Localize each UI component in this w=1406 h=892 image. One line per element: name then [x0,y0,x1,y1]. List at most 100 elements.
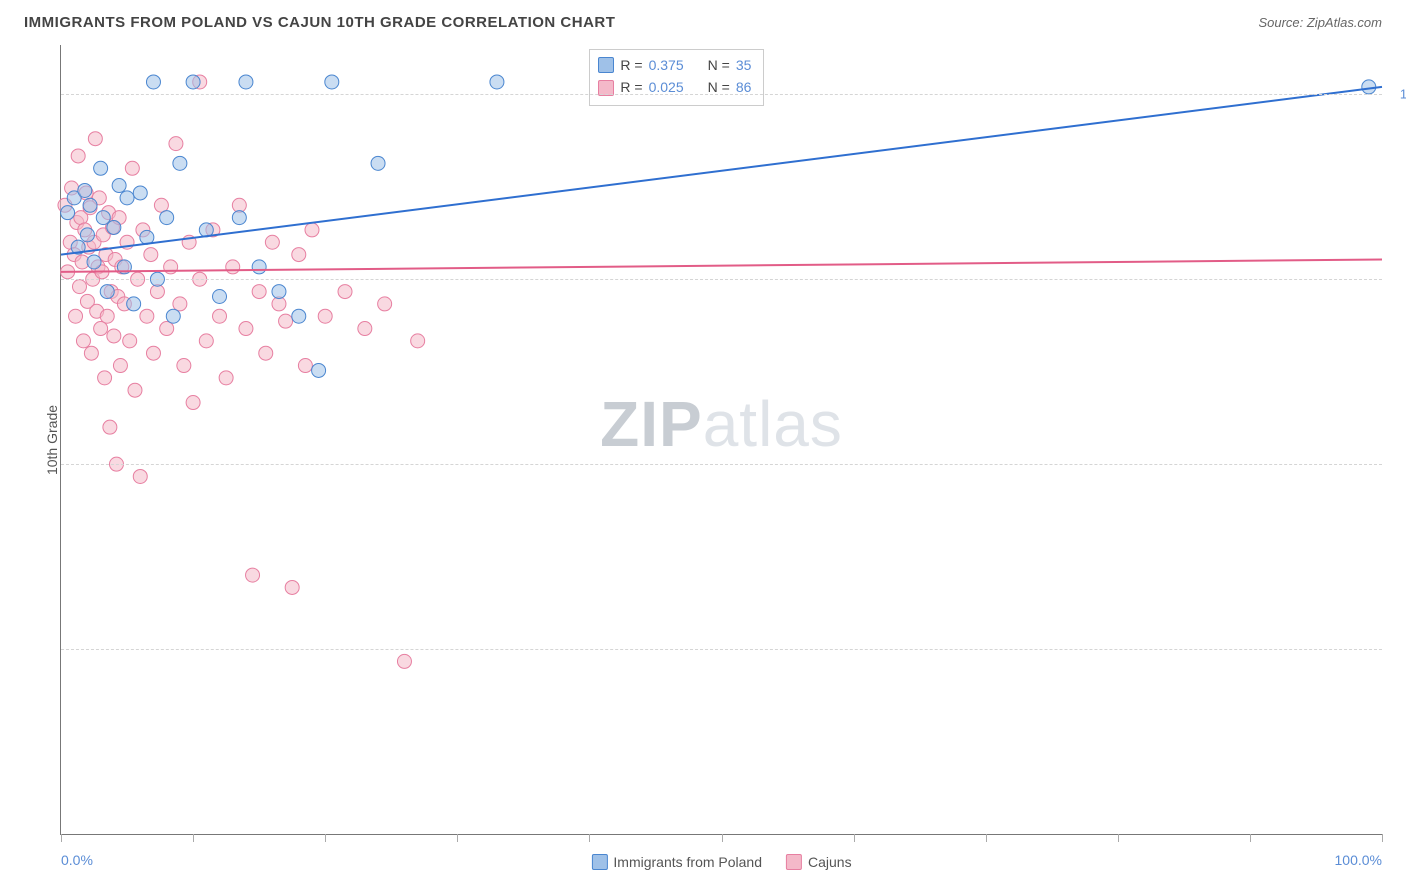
x-tick [854,834,855,842]
scatter-point [125,161,139,175]
scatter-point [120,191,134,205]
x-tick [1382,834,1383,842]
x-tick [193,834,194,842]
x-tick [1118,834,1119,842]
scatter-point [160,322,174,336]
scatter-point [265,235,279,249]
x-tick [457,834,458,842]
scatter-point [305,223,319,237]
legend-swatch [591,854,607,870]
scatter-point [232,211,246,225]
gridline [61,649,1382,650]
scatter-point [146,75,160,89]
scatter-point [397,654,411,668]
y-tick-label: 100.0% [1400,87,1406,102]
trend-line [61,87,1382,255]
scatter-point [103,420,117,434]
stat-r-value: 0.375 [649,54,684,76]
scatter-point [173,297,187,311]
gridline [61,464,1382,465]
scatter-point [325,75,339,89]
scatter-point [252,285,266,299]
gridline [61,279,1382,280]
source-attribution: Source: ZipAtlas.com [1258,15,1382,30]
scatter-point [112,179,126,193]
scatter-point [173,156,187,170]
scatter-point [100,309,114,323]
scatter-point [169,137,183,151]
scatter-point [107,220,121,234]
stat-n-value: 35 [736,54,752,76]
stat-n-label: N = [708,54,730,76]
scatter-point [246,568,260,582]
legend-swatch [786,854,802,870]
scatter-point [84,346,98,360]
scatter-point [96,211,110,225]
scatter-point [239,75,253,89]
series-legend-label: Cajuns [808,854,852,870]
scatter-point [213,289,227,303]
scatter-point [177,359,191,373]
scatter-point [83,198,97,212]
scatter-point [312,363,326,377]
scatter-point [338,285,352,299]
scatter-point [226,260,240,274]
scatter-point [411,334,425,348]
scatter-point [123,334,137,348]
stats-legend-row: R =0.375N =35 [598,54,751,76]
scatter-point [113,359,127,373]
scatter-point [292,309,306,323]
source-prefix: Source: [1258,15,1306,30]
scatter-point [127,297,141,311]
scatter-point [69,309,83,323]
scatter-point [72,280,86,294]
series-legend: Immigrants from Poland Cajuns [591,854,851,870]
chart-title: IMMIGRANTS FROM POLAND VS CAJUN 10TH GRA… [24,14,615,31]
scatter-point [318,309,332,323]
scatter-point [133,186,147,200]
x-tick [722,834,723,842]
scatter-point [378,297,392,311]
scatter-point [128,383,142,397]
x-tick [61,834,62,842]
scatter-point [358,322,372,336]
scatter-point [292,248,306,262]
gridline [61,94,1382,95]
scatter-point [166,309,180,323]
scatter-point [87,255,101,269]
legend-swatch [598,57,614,73]
series-legend-item: Immigrants from Poland [591,854,762,870]
stat-n-label: N = [708,76,730,98]
scatter-point [213,309,227,323]
scatter-point [160,211,174,225]
x-min-label: 0.0% [61,852,93,868]
scatter-point [133,469,147,483]
scatter-point [94,161,108,175]
scatter-point [1362,80,1376,94]
stats-legend-row: R =0.025N =86 [598,76,751,98]
stat-r-value: 0.025 [649,76,684,98]
scatter-point [94,322,108,336]
scatter-point [186,75,200,89]
scatter-point [272,285,286,299]
y-axis-label: 10th Grade [44,404,60,474]
scatter-point [199,334,213,348]
scatter-point [298,359,312,373]
scatter-point [259,346,273,360]
scatter-point [61,206,75,220]
x-tick [325,834,326,842]
scatter-point [140,309,154,323]
scatter-point [279,314,293,328]
scatter-point [219,371,233,385]
scatter-point [107,329,121,343]
scatter-point [239,322,253,336]
x-tick [1250,834,1251,842]
scatter-svg [61,45,1382,834]
series-legend-label: Immigrants from Poland [613,854,762,870]
stat-r-label: R = [620,76,642,98]
scatter-point [371,156,385,170]
scatter-point [186,396,200,410]
chart-container: ZIPatlas R =0.375N =35R =0.025N =86 10th… [60,45,1382,835]
scatter-point [146,346,160,360]
scatter-point [252,260,266,274]
